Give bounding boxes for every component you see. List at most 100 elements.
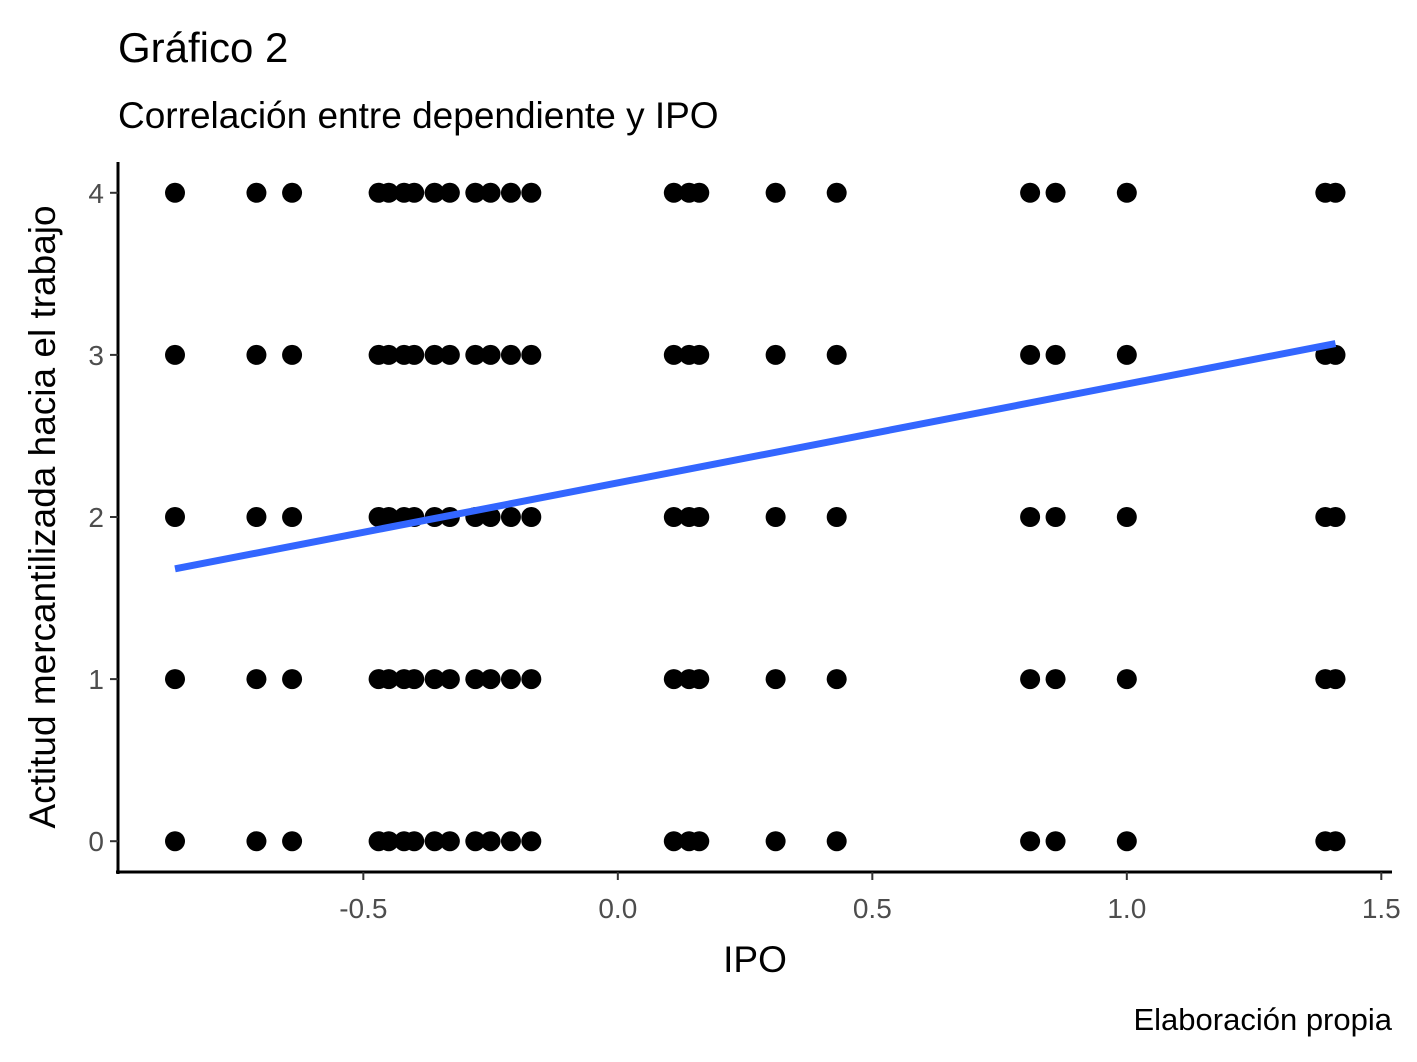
point xyxy=(465,831,486,852)
point xyxy=(246,669,267,690)
point xyxy=(1045,507,1066,527)
x-tick-label: -0.5 xyxy=(339,893,387,924)
point xyxy=(521,344,542,365)
point xyxy=(165,831,186,852)
point xyxy=(1116,831,1137,852)
point xyxy=(1116,507,1137,527)
y-tick-label: 3 xyxy=(88,340,104,371)
point xyxy=(378,344,399,365)
point xyxy=(1045,344,1066,365)
point xyxy=(521,831,542,852)
point xyxy=(663,182,684,203)
point xyxy=(689,182,710,203)
point xyxy=(439,344,460,365)
point xyxy=(378,831,399,852)
point xyxy=(165,344,186,365)
y-tick-label: 4 xyxy=(88,178,104,209)
point xyxy=(465,344,486,365)
point xyxy=(765,344,786,365)
point xyxy=(1020,669,1041,690)
point xyxy=(500,344,521,365)
point xyxy=(1045,182,1066,203)
point xyxy=(404,182,425,203)
point xyxy=(165,669,186,690)
point xyxy=(765,831,786,852)
point xyxy=(439,669,460,690)
x-tick-label: 0.0 xyxy=(598,893,637,924)
point xyxy=(1116,182,1137,203)
point xyxy=(1045,831,1066,852)
point xyxy=(1045,669,1066,690)
point xyxy=(404,669,425,690)
point xyxy=(500,182,521,203)
point xyxy=(282,182,303,203)
point xyxy=(165,182,186,203)
point xyxy=(378,182,399,203)
point xyxy=(378,507,399,527)
point xyxy=(663,344,684,365)
y-tick-label: 2 xyxy=(88,502,104,533)
x-axis-title: IPO xyxy=(723,939,787,980)
point xyxy=(404,344,425,365)
point xyxy=(765,669,786,690)
point xyxy=(500,507,521,527)
trend-line xyxy=(174,340,1337,573)
point xyxy=(246,831,267,852)
point xyxy=(521,182,542,203)
point xyxy=(246,344,267,365)
point xyxy=(282,669,303,690)
point xyxy=(689,669,710,690)
point xyxy=(439,182,460,203)
point xyxy=(378,669,399,690)
point xyxy=(826,831,847,852)
point xyxy=(1325,344,1346,365)
point xyxy=(1020,344,1041,365)
caption: Elaboración propia xyxy=(1133,1002,1392,1037)
point xyxy=(826,507,847,527)
point xyxy=(1325,831,1346,852)
point xyxy=(465,669,486,690)
point xyxy=(1020,182,1041,203)
point xyxy=(689,344,710,365)
point xyxy=(424,831,445,852)
point xyxy=(480,831,501,852)
point xyxy=(404,831,425,852)
point xyxy=(480,182,501,203)
point xyxy=(689,831,710,852)
y-tick-label: 1 xyxy=(88,664,104,695)
point xyxy=(1325,507,1346,527)
point xyxy=(246,507,267,527)
point xyxy=(282,831,303,852)
point xyxy=(1020,507,1041,527)
point xyxy=(480,669,501,690)
point xyxy=(826,344,847,365)
chart-title: Gráfico 2 xyxy=(118,24,288,71)
point xyxy=(424,344,445,365)
point xyxy=(1116,669,1137,690)
point xyxy=(663,831,684,852)
x-tick-label: 1.0 xyxy=(1107,893,1146,924)
point xyxy=(165,507,186,527)
point xyxy=(1020,831,1041,852)
y-tick-label: 0 xyxy=(88,826,104,857)
point xyxy=(424,182,445,203)
point xyxy=(521,507,542,527)
point xyxy=(663,507,684,527)
point xyxy=(765,182,786,203)
point xyxy=(1325,669,1346,690)
point xyxy=(689,507,710,527)
point xyxy=(246,182,267,203)
point xyxy=(1116,344,1137,365)
point xyxy=(439,831,460,852)
point xyxy=(826,669,847,690)
point xyxy=(500,669,521,690)
y-axis-title: Actitud mercantilizada hacia el trabajo xyxy=(22,205,63,828)
point xyxy=(826,182,847,203)
point xyxy=(424,669,445,690)
point xyxy=(663,669,684,690)
point xyxy=(282,507,303,527)
point xyxy=(500,831,521,852)
point xyxy=(465,182,486,203)
point xyxy=(282,344,303,365)
